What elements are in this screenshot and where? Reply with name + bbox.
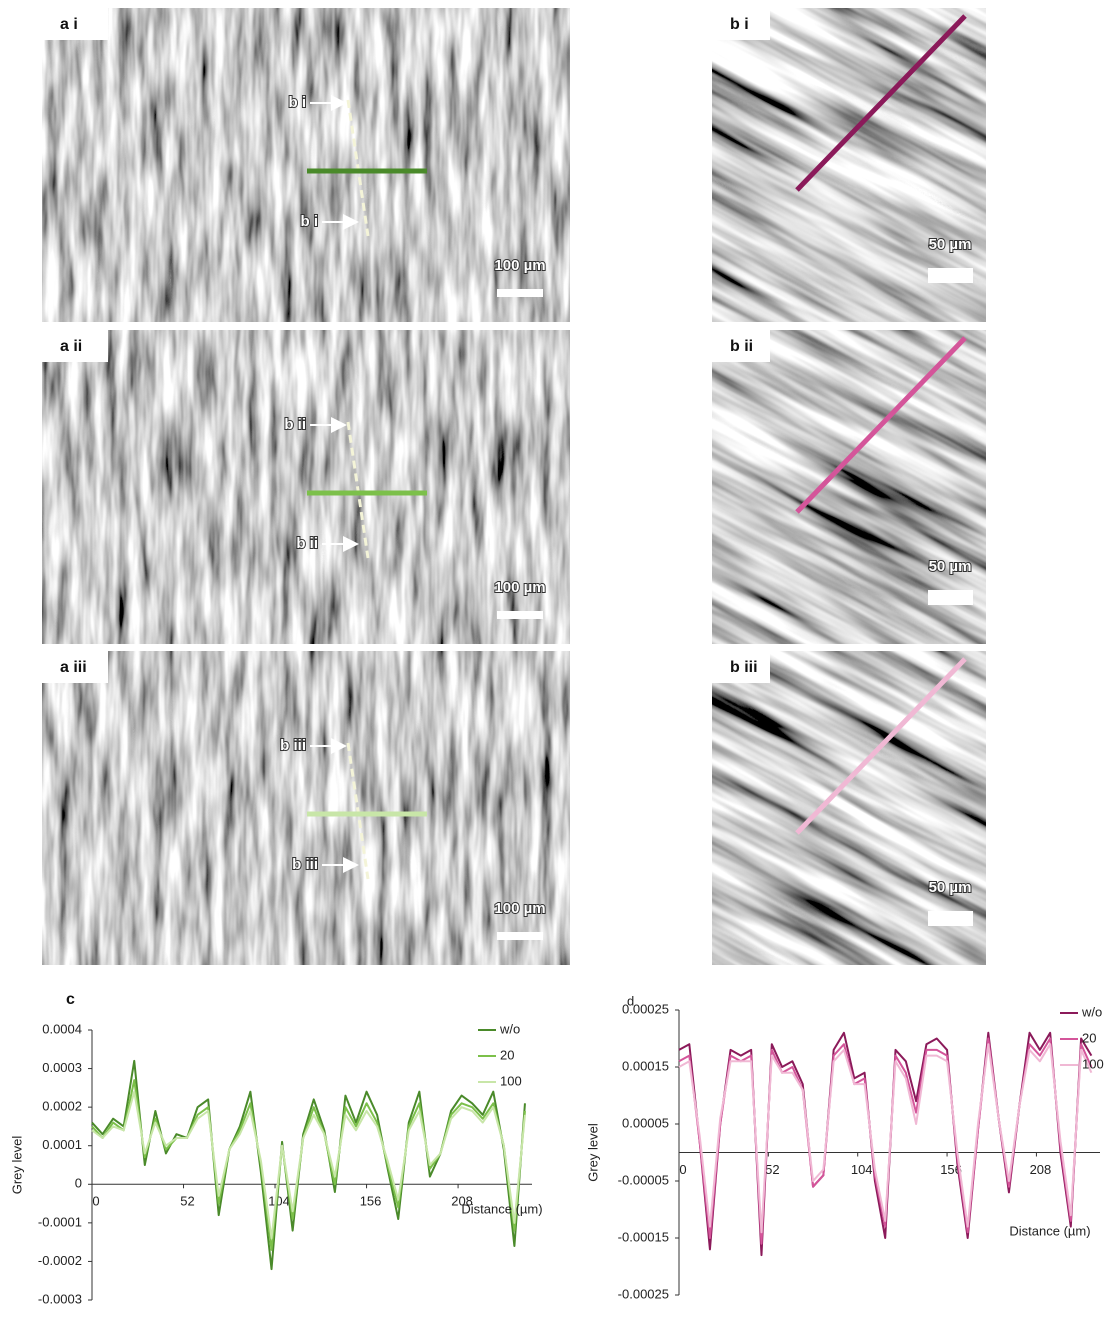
y-tick-label: -0.00015 (618, 1229, 669, 1244)
y-tick-label: 0.00025 (622, 1001, 669, 1016)
y-axis-label: Grey level (9, 1136, 24, 1195)
scale-label: 100 µm (494, 900, 545, 917)
x-axis-label: Distance (µm) (461, 1201, 542, 1216)
chart-title: d (627, 993, 634, 1008)
x-tick-label: 0 (679, 1162, 686, 1177)
label-box (42, 330, 108, 362)
profile-line (795, 657, 967, 835)
micrograph (712, 8, 986, 322)
arrow-label: b iii (280, 737, 306, 754)
scale-bar (928, 911, 973, 926)
y-tick-label: 0 (75, 1176, 82, 1191)
y-tick-label: -0.00005 (618, 1172, 669, 1187)
label-box (712, 8, 770, 40)
x-tick-label: 0 (92, 1194, 99, 1209)
legend-label: 20 (1082, 1030, 1096, 1045)
x-tick-label: 156 (940, 1162, 962, 1177)
profile-line (795, 336, 967, 514)
micrograph (712, 651, 986, 965)
x-tick-label: 52 (765, 1162, 779, 1177)
y-tick-label: 0.0004 (42, 1021, 82, 1036)
micrograph (712, 330, 986, 644)
panel-label: b i (730, 16, 749, 33)
micrograph (42, 8, 570, 322)
series-line (91, 1079, 526, 1251)
y-tick-label: -0.0001 (38, 1214, 82, 1229)
label-box (712, 651, 770, 683)
legend-label: w/o (499, 1021, 520, 1036)
scale-label: 100 µm (494, 579, 545, 596)
scale-label: 50 µm (929, 558, 972, 575)
arrow-label: b ii (296, 535, 318, 552)
legend-label: 100 (500, 1073, 522, 1088)
x-axis-label: Distance (µm) (1009, 1223, 1090, 1238)
y-tick-label: -0.00025 (618, 1286, 669, 1301)
scale-bar (928, 590, 973, 605)
y-tick-label: 0.0001 (42, 1137, 82, 1152)
arrow-label: b ii (284, 416, 306, 433)
panel-label: a i (60, 16, 78, 33)
inset-image (712, 8, 986, 322)
rotated (712, 8, 986, 322)
rotated (712, 330, 986, 644)
label-box (712, 330, 770, 362)
series-line (91, 1059, 526, 1271)
arrow-label: b i (301, 213, 319, 230)
x-tick-label: 52 (180, 1194, 194, 1209)
scale-bar (497, 611, 543, 619)
arrow-label: b i (289, 94, 307, 111)
scale-label: 50 µm (929, 236, 972, 253)
rotated (712, 651, 986, 965)
legend-label: 20 (500, 1047, 514, 1062)
legend-label: 100 (1082, 1056, 1104, 1071)
panel-label: a iii (60, 659, 87, 676)
x-tick-label: 104 (268, 1194, 290, 1209)
legend-label: w/o (1081, 1004, 1102, 1019)
series-line (91, 1090, 526, 1240)
y-tick-label: 0.00015 (622, 1058, 669, 1073)
y-axis-label: Grey level (585, 1123, 600, 1182)
y-tick-label: 0.00005 (622, 1115, 669, 1130)
label-box (42, 651, 108, 683)
panel-label: b iii (730, 659, 758, 676)
scale-bar (497, 289, 543, 297)
x-tick-label: 208 (451, 1194, 473, 1209)
dashed-path (346, 421, 370, 559)
chart-title: c (66, 991, 75, 1008)
dashed-path (346, 742, 370, 880)
micrograph (42, 330, 570, 644)
scale-label: 50 µm (929, 879, 972, 896)
inset-image (712, 330, 986, 644)
scale-bar (928, 268, 973, 283)
x-tick-label: 156 (360, 1194, 382, 1209)
arrow-label: b iii (292, 856, 318, 873)
scale-bar (497, 932, 543, 940)
panel-label: b ii (730, 338, 753, 355)
inset-image (712, 651, 986, 965)
y-tick-label: -0.0002 (38, 1253, 82, 1268)
panel-label: a ii (60, 338, 82, 355)
dashed-path (346, 99, 370, 237)
x-tick-label: 208 (1030, 1162, 1052, 1177)
y-tick-label: 0.0002 (42, 1099, 82, 1114)
y-tick-label: -0.0003 (38, 1291, 82, 1306)
series-line (678, 1043, 1093, 1234)
label-box (42, 8, 108, 40)
scale-label: 100 µm (494, 257, 545, 274)
profile-line (795, 14, 967, 192)
micrograph (42, 651, 570, 965)
x-tick-label: 104 (851, 1162, 873, 1177)
y-tick-label: 0.0003 (42, 1060, 82, 1075)
